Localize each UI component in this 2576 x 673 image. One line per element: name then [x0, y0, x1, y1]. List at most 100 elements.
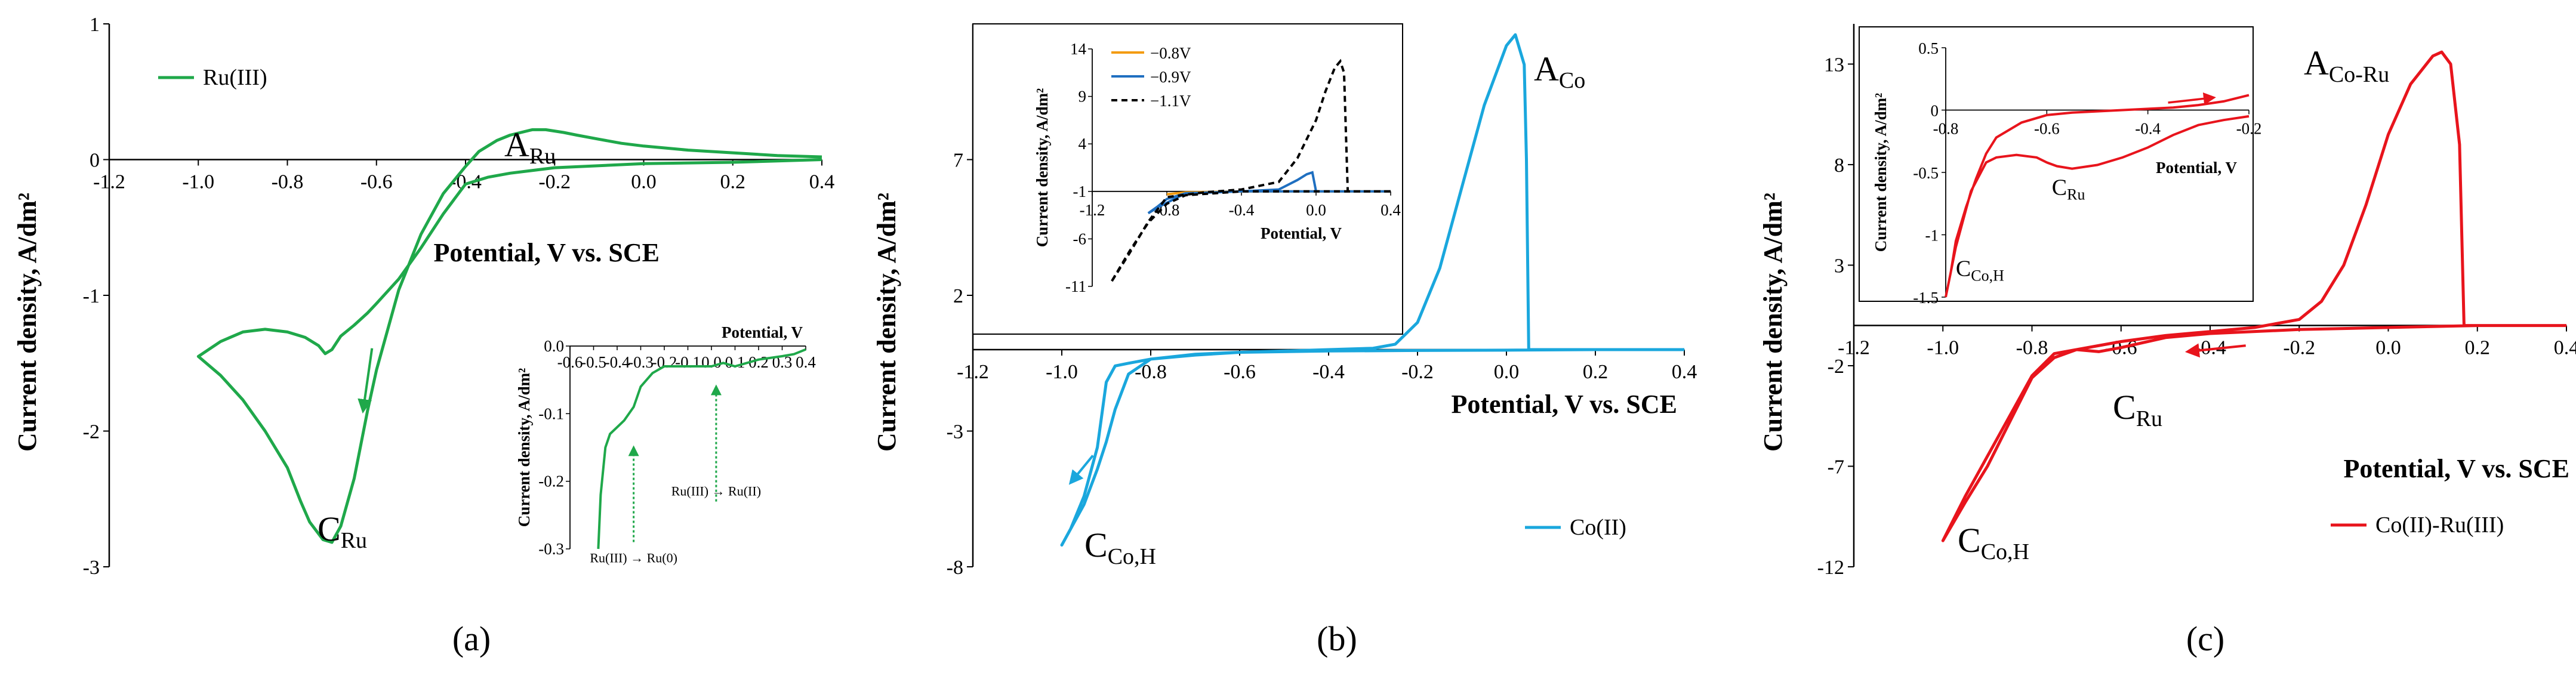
- inset-x-tick-label: -0.8: [1933, 120, 1959, 138]
- y-tick-label: 3: [1834, 255, 1844, 277]
- peak-label-a-co: ACo: [1534, 50, 1585, 93]
- y-tick-label: 1: [90, 14, 100, 36]
- inset-x-tick-label: 0.0: [1306, 201, 1326, 219]
- panel-label: (b): [1317, 619, 1357, 658]
- scan-direction-arrow: [2184, 343, 2246, 358]
- panel-label: (a): [452, 619, 491, 658]
- y-tick-label: 7: [953, 150, 963, 172]
- inset-y-tick-label: 4: [1079, 135, 1087, 153]
- peak-label-c-co-h: CCo,H: [1084, 526, 1156, 569]
- inset-y-tick-label: -6: [1073, 230, 1087, 248]
- x-tick-label: 0.4: [809, 171, 835, 193]
- y-tick-label: -3: [947, 421, 963, 443]
- x-tick-label: 0.2: [1583, 361, 1609, 383]
- y-tick-label: -1: [83, 285, 100, 307]
- inset-peak-letter: C: [1956, 256, 1971, 281]
- y-tick-label: -2: [83, 421, 100, 443]
- arrow-line: [2184, 343, 2246, 358]
- inset-legend-label: −0.8V: [1150, 44, 1191, 62]
- peak-label-a-ru: ARu: [504, 125, 556, 169]
- scan-direction-arrow: [358, 348, 374, 414]
- inset-y-tick-label: -1: [1925, 227, 1939, 245]
- inset-series-line: [1147, 171, 1391, 215]
- x-tick-label: 0.2: [720, 171, 746, 193]
- inset-peak-label: CRu: [2052, 175, 2085, 203]
- x-tick-label: -0.8: [2016, 337, 2048, 359]
- x-tick-label: -0.2: [538, 171, 571, 193]
- inset-y-tick-label: 9: [1079, 88, 1087, 106]
- inset-x-tick-label: -0.3: [628, 353, 654, 371]
- inset-x-tick-label: -0.4: [605, 353, 630, 371]
- inset-x-tick-label: -0.1: [675, 353, 701, 371]
- x-tick-label: -0.6: [360, 171, 393, 193]
- y-tick-label: -2: [1828, 356, 1844, 378]
- x-tick-label: -1.2: [93, 171, 125, 193]
- inset-frame: [1859, 26, 2254, 302]
- inset-x-tick-label: 0.4: [1381, 201, 1401, 219]
- inset-chart: 0.5 0 -0.5 -1 -1.5 -0.8 -0.6 -0.4 -0.2 Potential,…: [1859, 26, 2262, 307]
- inset-y-tick-label: -1: [1073, 183, 1087, 200]
- inset-y-tick-label: 0: [1931, 102, 1939, 120]
- inset-arrow: [2168, 92, 2216, 105]
- y-tick-label: -8: [947, 557, 963, 579]
- inset-peak-label: CCo,H: [1956, 256, 2004, 284]
- y-axis-label: Current density, A/dm²: [872, 193, 901, 452]
- x-tick-label: 0.0: [2375, 337, 2401, 359]
- x-tick-label: -0.2: [1401, 361, 1434, 383]
- legend: Co(II): [1525, 515, 1626, 540]
- legend-label: Co(II)-Ru(III): [2375, 513, 2504, 538]
- inset-peak-subscript: Co,H: [1971, 267, 2004, 284]
- x-tick-label: 0.0: [1494, 361, 1520, 383]
- x-axis-label: Potential, V vs. SCE: [2343, 454, 2569, 483]
- inset-y-axis-label: Current density, A/dm²: [1033, 88, 1051, 247]
- x-tick-label: -0.4: [1312, 361, 1345, 383]
- inset-y-tick-label: -0.1: [538, 405, 564, 422]
- x-axis-label: Potential, V vs. SCE: [1451, 390, 1677, 419]
- x-tick-label: -1.2: [957, 361, 989, 383]
- peak-label-a-co-ru: ACo-Ru: [2304, 44, 2389, 87]
- inset-x-tick-label: -0.5: [581, 353, 606, 371]
- inset-y-tick-label: -0.3: [538, 540, 564, 558]
- inset-x-axis-label: Potential, V: [1261, 224, 1342, 242]
- x-tick-label: -0.8: [1135, 361, 1167, 383]
- y-axis-label: Current density, A/dm²: [13, 193, 42, 452]
- inset-y-tick-label: 0.0: [544, 337, 564, 355]
- inset-annotation-label: Ru(III) → Ru(0): [590, 551, 677, 566]
- x-tick-label: 0.4: [2554, 337, 2576, 359]
- inset-y-tick-label: 0.5: [1918, 39, 1939, 57]
- inset-background: [504, 310, 824, 567]
- inset-x-tick-label: -0.2: [652, 353, 677, 371]
- x-tick-label: -1.2: [1838, 337, 1870, 359]
- plot-area: -8 -3 2 7 -1.2 -1.0 -0.8 -0.6 -0.4 -0.2 0.0 0.2 0.4: [947, 24, 1697, 579]
- inset-legend-label: −1.1V: [1150, 92, 1191, 110]
- y-tick-label: -7: [1828, 456, 1844, 478]
- series-line: [1060, 33, 1684, 547]
- inset-x-tick-label: 0.1: [725, 353, 745, 371]
- inset-x-tick-label: 0.4: [796, 353, 816, 371]
- series-line: [196, 128, 822, 544]
- panel-b: Current density, A/dm² -8 -3 2 7 -1.2 -1.0 -0.…: [872, 23, 1697, 658]
- inset-annotation-label: Ru(III) → Ru(II): [671, 484, 761, 499]
- x-axis-label: Potential, V vs. SCE: [433, 238, 660, 267]
- y-axis-label: Current density, A/dm²: [1758, 193, 1788, 452]
- inset-x-tick-label: -0.2: [2236, 120, 2262, 138]
- legend-label: Co(II): [1570, 515, 1626, 540]
- y-tick-label: -3: [83, 557, 100, 579]
- inset-y-tick-label: -1.5: [1913, 289, 1939, 307]
- inset-peak-letter: C: [2052, 175, 2067, 200]
- inset-x-axis-label: Potential, V: [722, 323, 803, 341]
- inset-frame: [972, 23, 1403, 335]
- inset-y-tick-label: 14: [1070, 40, 1087, 58]
- inset-series-line: [1110, 58, 1391, 283]
- inset-x-tick-label: -0.6: [557, 353, 583, 371]
- x-tick-label: 0.4: [1672, 361, 1697, 383]
- inset-peak-subscript: Ru: [2067, 186, 2085, 203]
- arrow-line: [358, 348, 374, 414]
- inset-series-line: [597, 348, 806, 549]
- inset-y-axis-label: Current density, A/dm²: [1872, 93, 1890, 252]
- inset-x-tick-label: -1.2: [1080, 201, 1105, 219]
- panel-label: (c): [2186, 619, 2224, 658]
- peak-label-c-ru: CRu: [2113, 388, 2162, 431]
- y-tick-label: -12: [1817, 557, 1844, 579]
